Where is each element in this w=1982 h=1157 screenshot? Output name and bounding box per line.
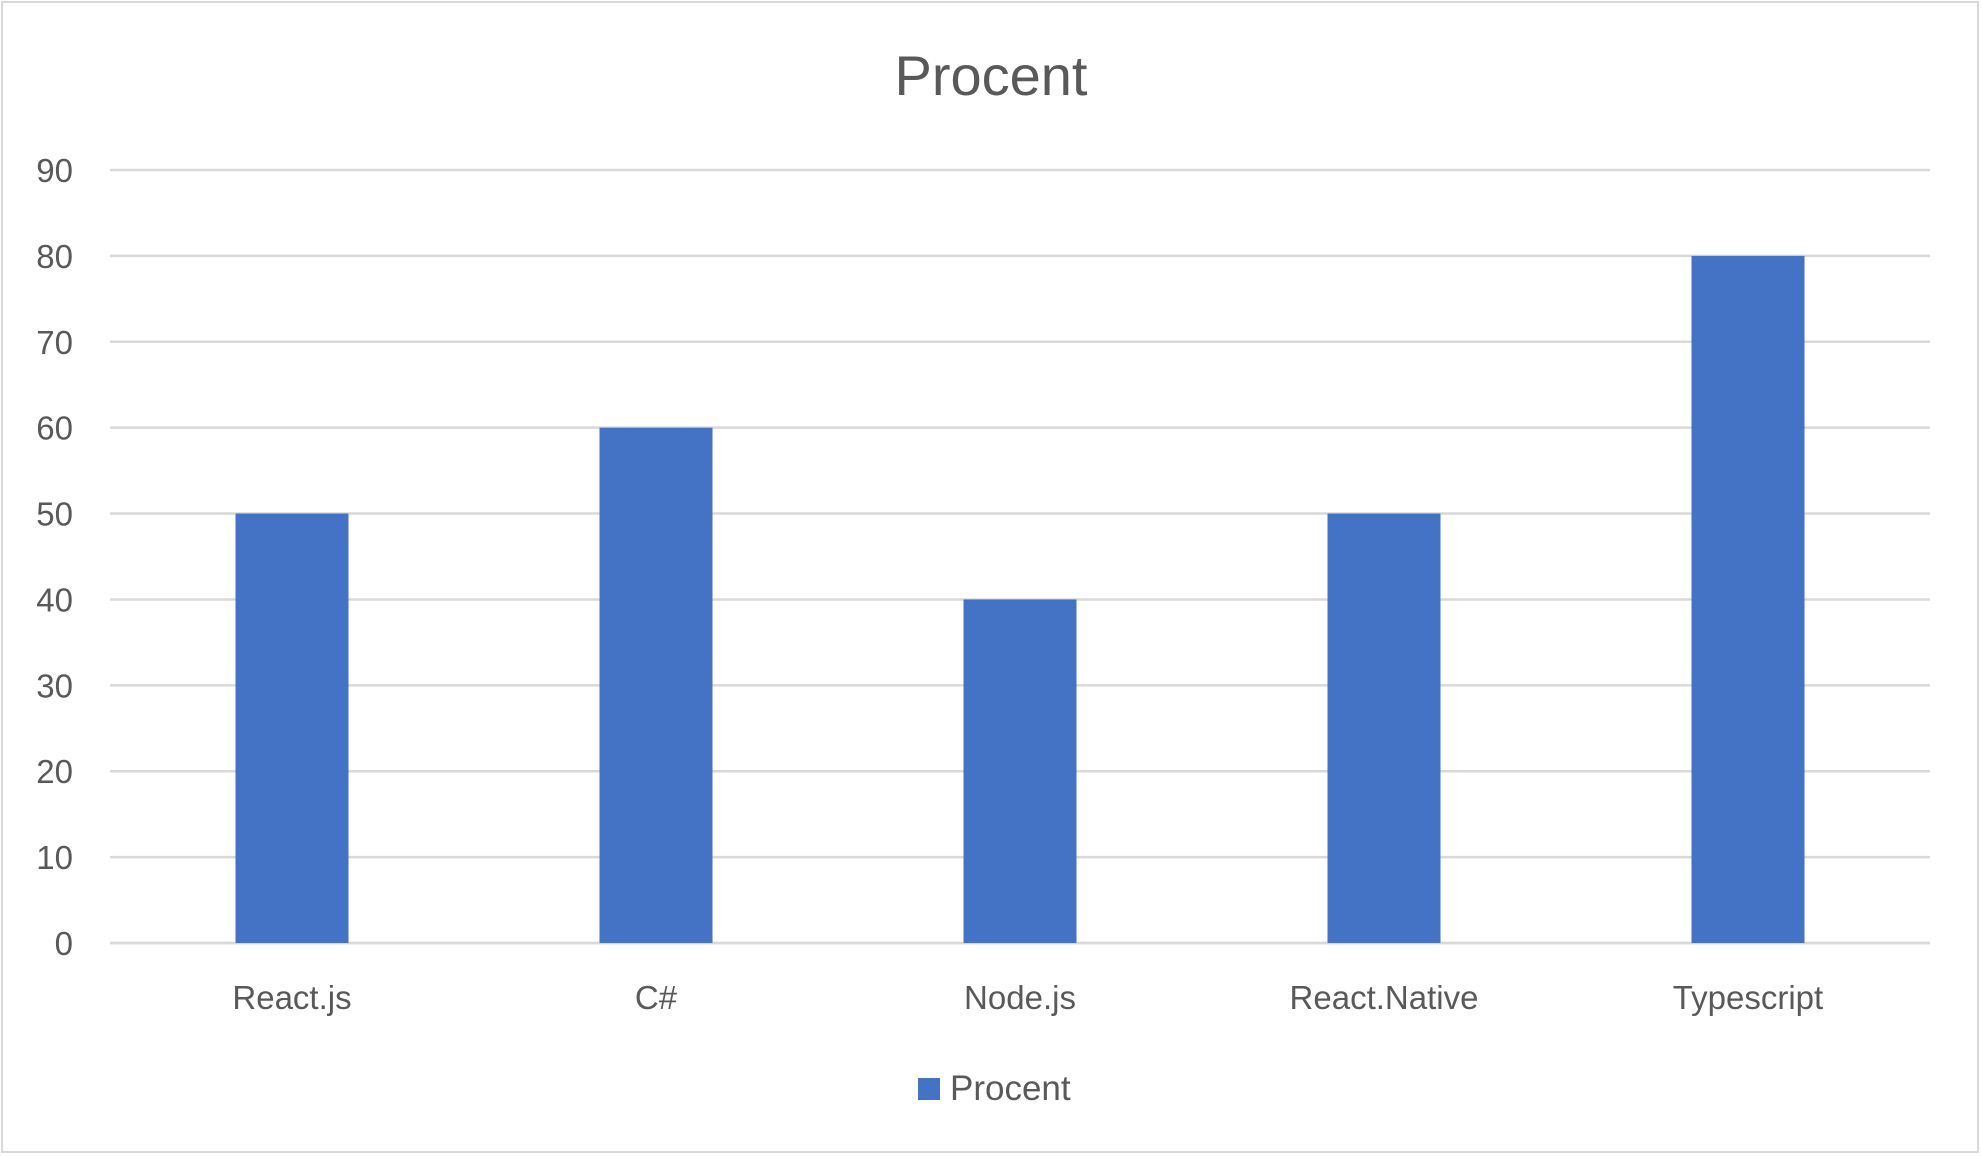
y-tick-label: 60 (36, 410, 73, 447)
x-tick-label: React.Native (1290, 979, 1479, 1016)
y-axis-tick-labels: 0 10 20 30 40 50 60 70 80 90 (36, 152, 73, 962)
bar (235, 513, 349, 943)
x-tick-label: Node.js (964, 979, 1076, 1016)
x-axis-tick-labels: React.js C# Node.js React.Native Typescript (232, 979, 1823, 1016)
x-tick-label: Typescript (1673, 979, 1823, 1016)
x-tick-label: React.js (232, 979, 351, 1016)
gridlines (110, 168, 1930, 945)
y-tick-label: 90 (36, 152, 73, 189)
legend: Procent (918, 1069, 1071, 1108)
y-tick-label: 40 (36, 581, 73, 618)
y-tick-label: 30 (36, 667, 73, 704)
legend-swatch (918, 1078, 940, 1100)
y-tick-label: 70 (36, 324, 73, 361)
y-tick-label: 20 (36, 753, 73, 790)
bar (1691, 255, 1805, 943)
legend-label: Procent (950, 1069, 1071, 1108)
y-tick-label: 80 (36, 238, 73, 275)
chart-title: Procent (895, 44, 1088, 107)
bar (963, 599, 1077, 943)
bars (235, 255, 1805, 944)
y-tick-label: 0 (55, 925, 73, 962)
bar (599, 427, 713, 944)
bar (1327, 513, 1441, 943)
y-tick-label: 50 (36, 496, 73, 533)
y-tick-label: 10 (36, 839, 73, 876)
x-tick-label: C# (635, 979, 678, 1016)
